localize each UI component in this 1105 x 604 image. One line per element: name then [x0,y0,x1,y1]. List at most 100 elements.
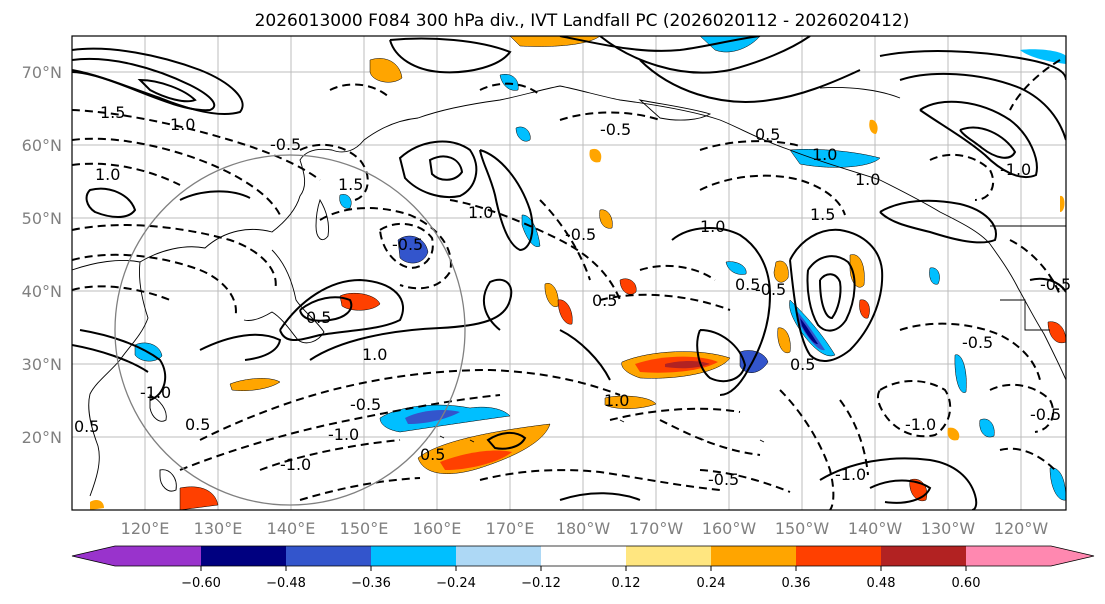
contour-label: 0.5 [592,291,617,310]
shading-cyan [339,194,352,209]
contour-positive [639,59,861,103]
lon-label: 170°W [629,519,684,538]
colorbar-segment [286,546,371,566]
contour-positive [1029,277,1066,293]
lon-label: 130°W [921,519,976,538]
contour-negative [659,419,761,456]
shading-orange [229,378,281,391]
coastline-islands [439,419,765,443]
contour-label: 1.0 [855,170,880,189]
contour-positive [398,140,478,198]
shading-cyan [789,299,836,357]
lon-label: 160°W [702,519,757,538]
contour-positive [479,149,534,252]
contour-positive [199,333,282,361]
contour-negative [876,380,952,438]
coastline-taiwan [149,394,167,422]
contour-negative [699,140,801,151]
region-circle [114,154,466,506]
contour-label: -1.0 [1000,160,1031,179]
contour-negative [72,253,237,319]
colorbar-tick-label: 0.36 [782,576,811,591]
coastline-arctic [819,87,901,99]
contour-negative [479,82,541,96]
contour-labels: 1.0 -0.5 1.0 0.5 1.5 0.5 1.0 -0.5 0.5 -1… [74,103,1071,489]
border-us-states [1000,299,1050,331]
colorbar-tick-label: 0.12 [612,576,641,591]
contour-label: 0.5 [735,275,760,294]
lon-label: 150°E [340,519,389,538]
contour-negative [929,153,995,201]
shading-orange [90,500,104,510]
colorbar-segment [201,546,286,566]
shading-orange [544,282,559,308]
colorbar-ticks [200,566,967,571]
contour-label: -0.5 [1040,275,1071,294]
shading-cyan [789,149,881,168]
contour-label: 0.5 [185,415,210,434]
colorbar-tick-label: 0.48 [867,576,896,591]
contour-positive [389,37,512,74]
contour-positive [428,155,464,181]
lat-label: 20°N [22,428,62,447]
lon-label: 150°W [775,519,830,538]
contour-negative [299,477,421,501]
contour-label: -1.0 [905,415,936,434]
contour-positive [559,492,641,501]
contour-positive [72,57,216,112]
contour-label: 1.5 [100,103,125,122]
shading-red [619,278,637,295]
contour-negative [999,447,1056,471]
lon-label: 120°W [994,519,1049,538]
contour-positive [819,273,842,320]
colorbar-tick-label: −0.12 [521,576,561,591]
contour-positive [85,187,137,218]
contour-positive [179,190,251,201]
shading-orange [1060,195,1065,212]
contour-negative [989,383,1055,433]
positive-contours [72,36,1066,510]
contour-negative [639,264,716,281]
contour-label: -0.5 [1030,405,1061,424]
colorbar-tick-label: −0.24 [436,576,476,591]
contour-positive [879,50,1066,81]
lon-label: 130°E [194,519,243,538]
shading-cyan [1020,49,1066,64]
gridlines [72,36,1066,510]
map-frame [71,35,1067,511]
contour-negative [779,389,835,510]
shading-cyan [725,261,747,275]
colorbar-tick-label: −0.60 [181,576,221,591]
contour-label: 0.5 [420,445,445,464]
shading-cyan [979,418,995,438]
contour-negative [329,83,391,99]
contour-negative [599,293,731,311]
colorbar-segment [966,546,1051,566]
shading-blue [405,410,460,424]
coastline-north-america-west [989,243,1066,381]
map-title: 2026013000 F084 300 hPa div., IVT Landfa… [255,11,910,31]
lat-label: 60°N [22,136,62,155]
contour-label: 0.5 [755,125,780,144]
coastline-asia-north [72,117,419,271]
shading-orange [599,209,613,229]
contour-label: 0.5 [74,417,99,436]
coastline-philippines [159,469,177,492]
colorbar: −0.60 −0.48 −0.36 −0.24 −0.12 0.12 0.24 … [71,545,1095,591]
contour-positive [72,344,149,373]
shading-red [557,299,573,325]
colorbar-tick-label: 0.60 [952,576,981,591]
contour-label: 0.5 [790,355,815,374]
contour-positive [696,329,747,383]
coastline-japan-korea [243,249,325,344]
longitude-labels: 120°E 130°E 140°E 150°E 160°E 170°E 180°… [121,519,1049,538]
contour-positive [309,278,513,361]
contour-label: 1.0 [812,145,837,164]
contour-label: -0.5 [600,120,631,139]
contour-positive [789,228,884,362]
contour-negative [299,143,369,201]
shading-cyan [499,74,519,91]
shading-navy [800,318,818,345]
lon-label: 140°E [267,519,316,538]
shading-cyan [515,126,531,142]
